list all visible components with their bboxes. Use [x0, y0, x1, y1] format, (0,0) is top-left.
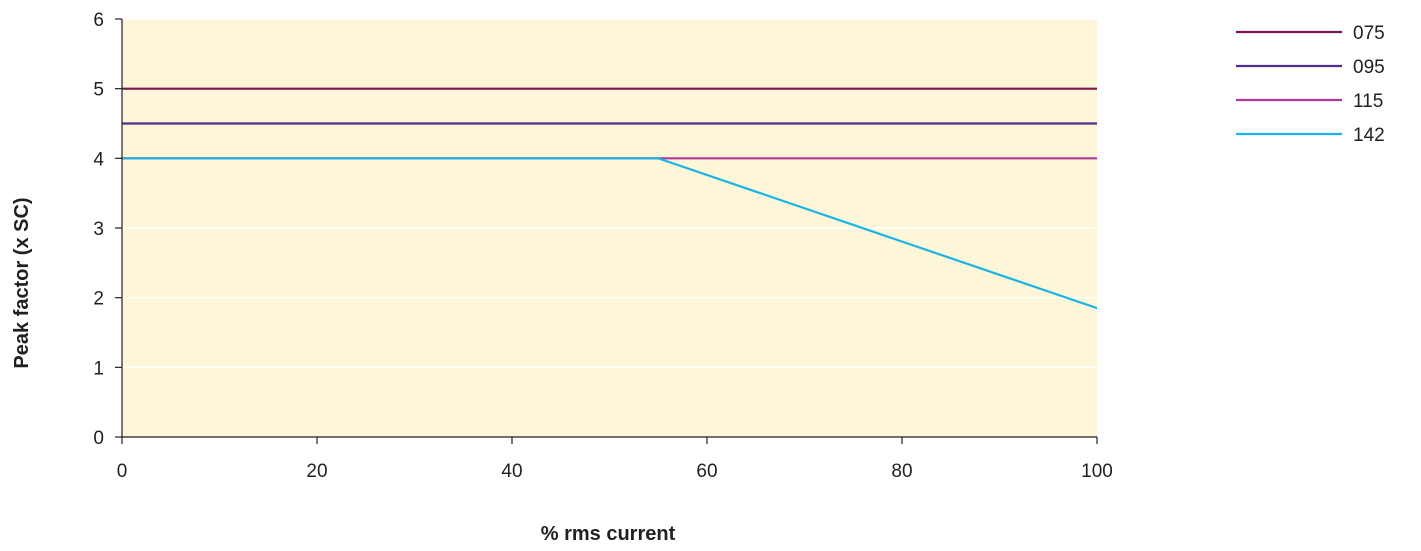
y-tick-label-5: 5: [93, 80, 104, 101]
legend: 075 095 115 142: [1236, 23, 1385, 146]
series-line-142: [122, 157, 1098, 310]
legend-label-075: 075: [1353, 23, 1385, 44]
x-tick-label-4: 80: [891, 461, 912, 482]
y-tick-label-4: 4: [93, 149, 104, 170]
y-tick-label-3: 3: [93, 219, 104, 240]
y-tick-label-6: 6: [93, 10, 104, 31]
y-tick-label-2: 2: [93, 289, 104, 310]
legend-label-095: 095: [1353, 57, 1385, 78]
y-tick-label-1: 1: [93, 358, 104, 379]
series-lines: [122, 87, 1098, 310]
x-tick-label-3: 60: [696, 461, 717, 482]
legend-label-142: 142: [1353, 125, 1385, 146]
x-axis-title: % rms current: [541, 523, 676, 545]
y-tick-label-0: 0: [93, 428, 104, 449]
x-tick-label-5: 100: [1081, 461, 1113, 482]
y-axis-title: Peak factor (x SC): [11, 197, 33, 368]
x-tick-label-1: 20: [306, 461, 327, 482]
legend-label-115: 115: [1353, 91, 1383, 112]
x-tick-label-2: 40: [501, 461, 522, 482]
x-tick-label-0: 0: [117, 461, 128, 482]
